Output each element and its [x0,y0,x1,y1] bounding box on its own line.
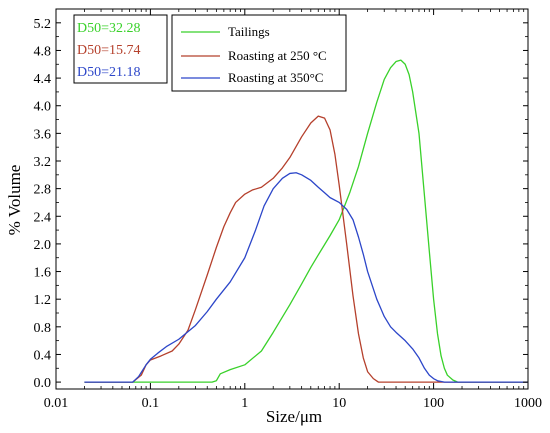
d50-annotation-box: D50=32.28 D50=15.74 D50=21.18 [73,14,168,84]
y-tick-label-5: 2.0 [34,238,52,253]
y-tick-label-9: 3.6 [34,127,52,142]
y-tick-label-6: 2.4 [34,210,52,225]
y-tick-label-7: 2.8 [34,183,52,198]
y-tick-label-12: 4.8 [34,44,52,59]
y-tick-label-2: 0.8 [34,321,52,336]
d50-annotation-tailings: D50=32.28 [77,21,141,36]
y-axis-title: % Volume [5,165,24,236]
series-layer [84,59,528,383]
x-tick-label-4: 100 [423,396,444,411]
legend-label-250: Roasting at 250 °C [228,48,327,63]
x-tick-label-5: 1000 [514,396,542,411]
series-line-0 [84,59,528,383]
y-tick-label-8: 3.2 [34,155,52,170]
y-tick-label-3: 1.2 [34,293,52,308]
y-tick-label-10: 4.0 [34,100,52,115]
plot-area [55,8,529,390]
legend-label-tailings: Tailings [228,24,270,39]
x-axis-title: Size/μm [266,407,322,426]
y-tick-label-0: 0.0 [34,376,52,391]
y-tick-label-13: 5.2 [34,17,52,32]
y-tick-label-1: 0.4 [34,348,52,363]
legend: Tailings Roasting at 250 °C Roasting at … [171,14,347,92]
y-tick-label-11: 4.4 [34,72,52,87]
x-tick-label-2: 1 [241,396,248,411]
series-line-1 [84,115,528,383]
d50-annotation-350: D50=21.18 [77,65,141,80]
plot-frame [55,8,529,390]
x-tick-label-0: 0.01 [44,396,69,411]
x-tick-label-1: 0.1 [142,396,160,411]
axes-layer: 0.01 0.1 1 10 100 1000 0.0 0.4 0.8 1.2 1.6 2.0 2.4 2.… [34,8,542,411]
series-line-2 [84,172,528,383]
legend-label-350: Roasting at 350°C [228,70,323,85]
d50-annotation-250: D50=15.74 [77,43,141,58]
x-tick-label-3: 10 [332,396,346,411]
y-tick-label-4: 1.6 [34,266,52,281]
